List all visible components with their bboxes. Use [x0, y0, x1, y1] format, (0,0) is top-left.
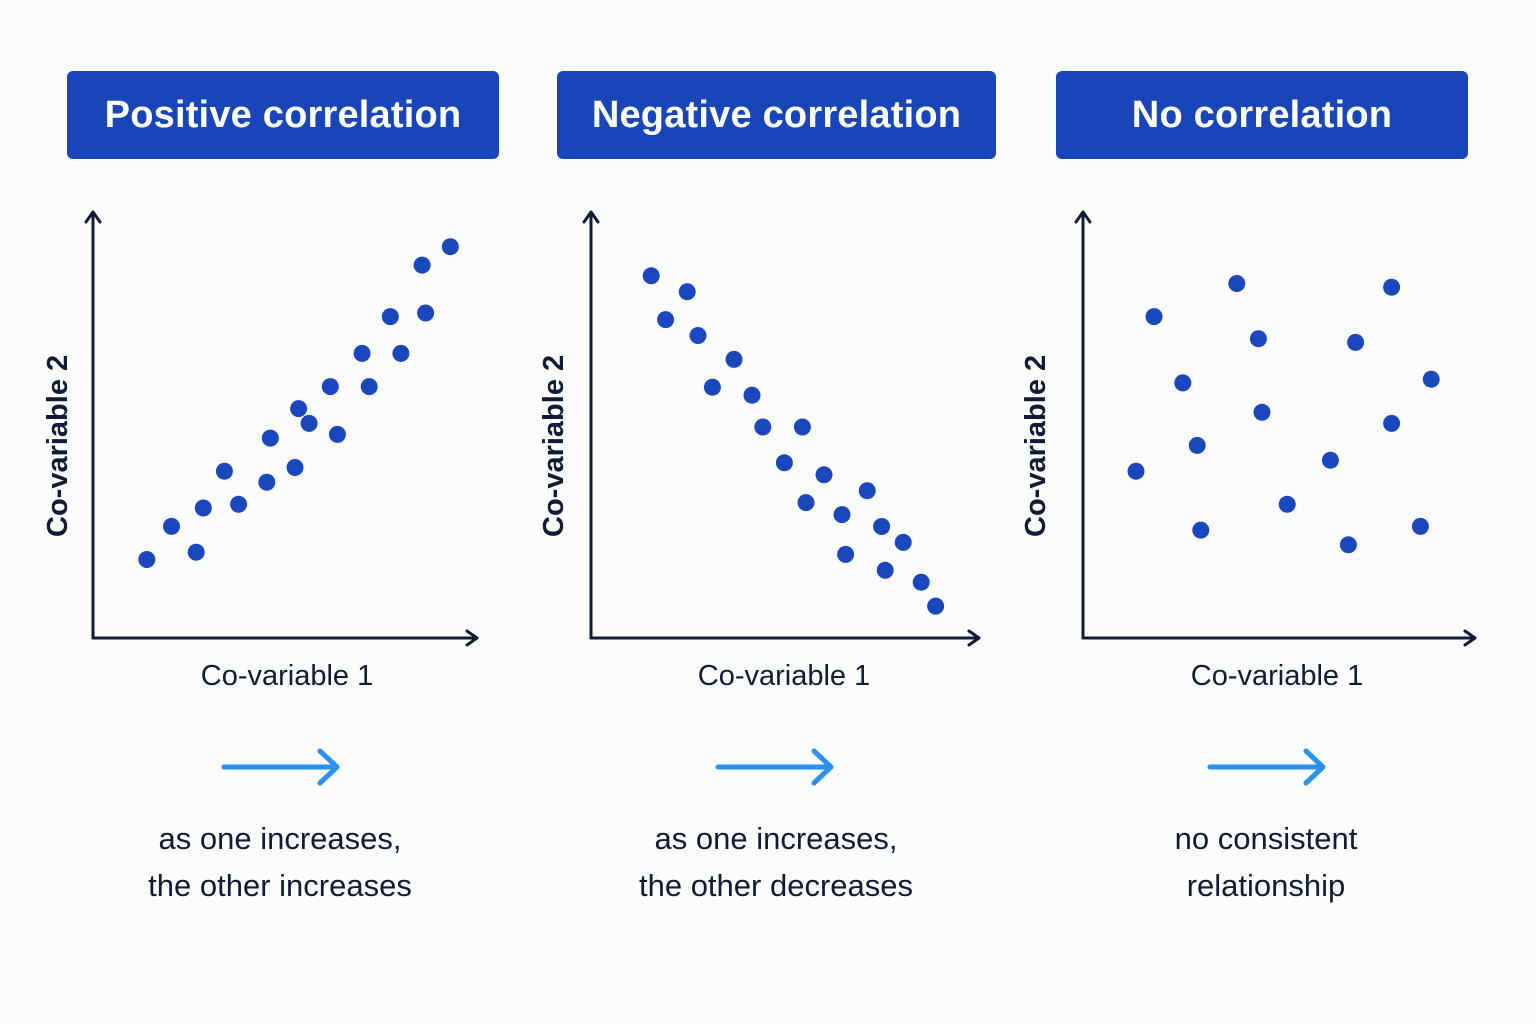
data-point [1278, 495, 1296, 513]
data-point [689, 327, 707, 344]
data-point [678, 283, 696, 301]
data-point [912, 573, 930, 591]
data-point [837, 545, 855, 563]
data-point [754, 418, 772, 436]
data-point [300, 414, 318, 432]
data-point [413, 256, 431, 274]
scatter-plot [84, 210, 479, 647]
caption-line: relationship [1186, 868, 1346, 903]
data-point [258, 473, 276, 491]
data-point [1127, 462, 1145, 480]
x-axis-arrowhead [465, 629, 479, 647]
data-point [1422, 370, 1440, 388]
data-point [858, 482, 876, 500]
data-point [833, 506, 851, 524]
panel-caption: as one increases, the other increases [80, 815, 480, 909]
data-point [793, 418, 811, 436]
data-point [894, 533, 912, 551]
data-point [775, 454, 793, 472]
data-point [261, 429, 279, 447]
data-point [743, 386, 761, 404]
data-point [328, 425, 346, 443]
y-axis-arrowhead [582, 210, 600, 224]
x-axis-arrowhead [967, 629, 981, 647]
y-axis-label: Co-variable 2 [538, 354, 570, 537]
data-point [876, 561, 894, 579]
data-point [1192, 521, 1210, 539]
data-point [1228, 275, 1246, 292]
right-arrow-icon [1207, 748, 1326, 786]
x-axis-label: Co-variable 1 [200, 660, 374, 692]
data-point [321, 378, 339, 396]
panel-title: Negative correlation [557, 71, 996, 159]
x-axis-label: Co-variable 1 [1190, 660, 1364, 692]
data-point [1249, 330, 1267, 348]
y-axis-label: Co-variable 2 [42, 354, 74, 537]
caption-line: as one increases, [158, 821, 402, 856]
panel-positive: Positive correlation Co-variable 1 Co-va… [0, 0, 512, 1024]
data-point [194, 499, 212, 517]
caption-line: no consistent [1174, 821, 1358, 856]
data-point [163, 517, 180, 535]
data-point [441, 238, 459, 256]
y-axis-arrowhead [1074, 210, 1092, 224]
caption-line: as one increases, [654, 821, 898, 856]
panel-none: No correlation Co-variable 1 Co-variable… [990, 0, 1536, 1024]
data-point [381, 308, 399, 326]
data-point [1253, 403, 1271, 421]
data-point [360, 378, 378, 396]
data-point [215, 462, 233, 480]
data-point [1145, 308, 1163, 326]
data-point [657, 311, 675, 329]
data-point [417, 304, 435, 322]
x-axis-arrowhead [1463, 629, 1477, 647]
scatter-plot [582, 210, 981, 647]
data-point [642, 267, 660, 285]
caption-line: the other increases [148, 868, 412, 903]
panel-caption: no consistent relationship [1066, 815, 1466, 909]
data-point [1383, 414, 1401, 432]
panel-title: No correlation [1056, 71, 1468, 159]
data-point [353, 344, 371, 362]
scatter-plot [1074, 210, 1477, 647]
data-point [392, 344, 410, 362]
data-point [1321, 451, 1339, 469]
x-axis-label: Co-variable 1 [697, 660, 871, 692]
data-point [290, 400, 308, 418]
data-point [927, 597, 945, 615]
panel-title: Positive correlation [67, 71, 499, 159]
data-point [1411, 517, 1429, 535]
y-axis-label: Co-variable 2 [1020, 354, 1052, 537]
right-arrow-icon [715, 748, 834, 786]
right-arrow-icon [221, 748, 340, 786]
data-point [1188, 436, 1206, 454]
panel-negative: Negative correlation Co-variable 1 Co-va… [498, 0, 1010, 1024]
data-point [1174, 374, 1192, 392]
data-point [138, 551, 156, 568]
data-point [187, 543, 205, 561]
data-point [286, 459, 304, 476]
panel-caption: as one increases, the other decreases [576, 815, 976, 909]
caption-line: the other decreases [638, 868, 913, 903]
data-point [797, 494, 815, 512]
y-axis-arrowhead [84, 210, 102, 224]
data-point [725, 350, 743, 368]
data-point [873, 518, 891, 535]
data-point [1383, 278, 1401, 296]
data-point [703, 378, 721, 396]
data-point [815, 466, 833, 484]
data-point [230, 495, 248, 513]
data-point [1347, 333, 1365, 351]
data-point [1339, 536, 1357, 554]
